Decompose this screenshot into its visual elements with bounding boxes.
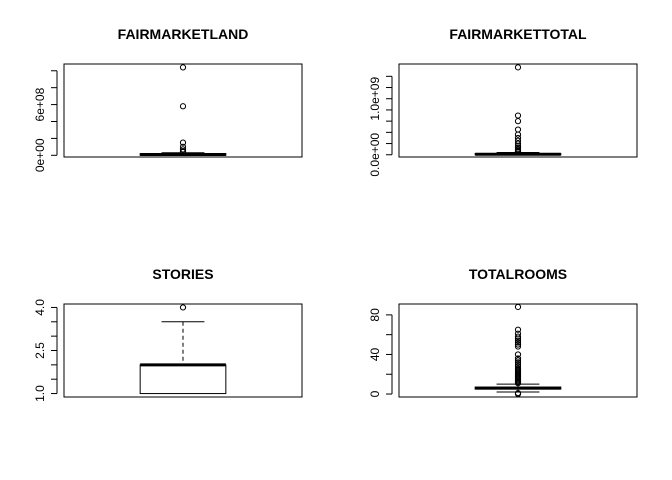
- outlier-point: [514, 148, 522, 156]
- outlier-point: [179, 146, 187, 153]
- y-tick-label: 4.0: [33, 299, 47, 316]
- outlier-point: [179, 103, 187, 110]
- outlier-point: [514, 351, 522, 358]
- y-tick-label: 0: [368, 390, 382, 397]
- panel-title: FAIRMARKETLAND: [118, 26, 249, 42]
- outlier-point: [514, 112, 522, 119]
- outlier-point: [514, 355, 522, 362]
- outlier-point: [514, 303, 522, 311]
- outlier-point: [514, 357, 522, 364]
- outlier-point: [179, 304, 187, 311]
- y-tick-label: 0.0e+00: [368, 133, 382, 177]
- outlier-point: [179, 64, 187, 71]
- plot-frame: [63, 303, 303, 398]
- y-tick-label: 1.0e+09: [368, 77, 382, 121]
- outlier-point: [514, 339, 522, 346]
- box: [139, 364, 227, 395]
- panel-fairmarketland: FAIRMARKETLAND 0e+00 6e+08: [33, 26, 303, 172]
- y-tick-label: 2.5: [33, 342, 47, 359]
- outlier-point: [514, 337, 522, 344]
- panel-stories: STORIES 1.0 2.5 4.0: [33, 266, 303, 402]
- outlier-point: [514, 341, 522, 348]
- y-tick-label: 40: [368, 347, 382, 361]
- panel-title: TOTALROOMS: [469, 266, 567, 282]
- y-tick-label: 80: [368, 308, 382, 322]
- outlier-point: [514, 131, 522, 138]
- panel-totalrooms: TOTALROOMS 0 40 80: [368, 266, 638, 398]
- outlier-point: [514, 118, 522, 125]
- plot-frame: [398, 63, 638, 158]
- panel-title: FAIRMARKETTOTAL: [449, 26, 587, 42]
- outlier-point: [514, 343, 522, 350]
- y-tick-label: 6e+08: [33, 87, 47, 121]
- outlier-point: [179, 139, 187, 146]
- y-tick-label: 0e+00: [33, 138, 47, 172]
- outlier-point: [514, 64, 522, 71]
- outlier-point: [514, 326, 522, 333]
- panel-fairmarkettotal: FAIRMARKETTOTAL 0.0e+00 1.0e+09: [368, 26, 638, 177]
- outlier-point: [514, 335, 522, 342]
- outlier-point: [514, 333, 522, 340]
- outlier-point: [514, 389, 522, 397]
- outlier-point: [514, 380, 522, 387]
- outlier-point: [514, 126, 522, 133]
- outlier-point: [514, 359, 522, 366]
- outlier-point: [179, 148, 187, 156]
- plot-frame: [63, 63, 303, 158]
- y-tick-label: 1.0: [33, 385, 47, 402]
- panel-title: STORIES: [152, 266, 213, 282]
